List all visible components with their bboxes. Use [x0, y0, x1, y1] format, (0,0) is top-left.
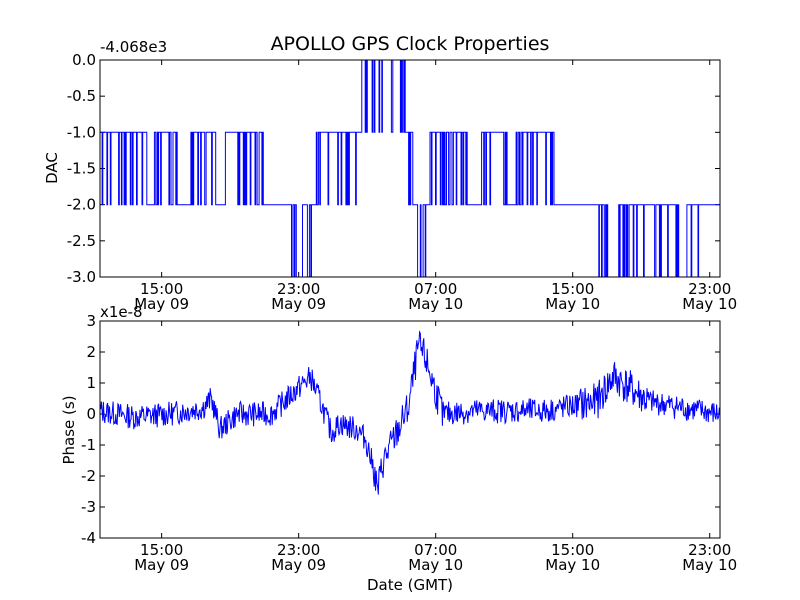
dac-xtick-time: 07:00	[414, 280, 457, 298]
phase-ytick-label: 2	[86, 343, 96, 361]
phase-xtick-date: May 10	[408, 556, 463, 574]
dac-xtick-date: May 09	[271, 295, 326, 313]
phase-ytick-label: -4	[81, 529, 96, 547]
dac-xtick-date: May 10	[408, 295, 463, 313]
dac-xtick-time: 15:00	[140, 280, 183, 298]
phase-xtick-time: 07:00	[414, 541, 457, 559]
phase-ytick-label: 3	[86, 312, 96, 330]
dac-ylabel: DAC	[43, 152, 61, 184]
phase-ytick-label: -1	[81, 436, 96, 454]
phase-xtick-time: 23:00	[688, 541, 731, 559]
phase-xtick-time: 15:00	[551, 541, 594, 559]
dac-panel: -4.068e3 DAC 0.0 -0.5 -1.0 -1.5 -2.0 -2.5 -3.0…	[43, 38, 737, 313]
phase-offset-label: x1e-8	[100, 303, 143, 321]
phase-xtick-date: May 09	[271, 556, 326, 574]
phase-panel: x1e-8 Phase (s) Date (GMT) 3 2 1 0 -1 -2 -3 -4 1…	[60, 303, 737, 594]
dac-xtick-date: May 10	[682, 295, 737, 313]
phase-xtick-time: 15:00	[140, 541, 183, 559]
phase-xtick-date: May 10	[545, 556, 600, 574]
phase-ytick-label: 0	[86, 405, 96, 423]
phase-xtick-time: 23:00	[277, 541, 320, 559]
phase-ytick-label: -2	[81, 467, 96, 485]
phase-ytick-label: 1	[86, 374, 96, 392]
phase-xtick-date: May 09	[134, 556, 189, 574]
dac-xtick-date: May 09	[134, 295, 189, 313]
phase-ylabel: Phase (s)	[60, 395, 78, 464]
dac-series-line	[100, 59, 720, 278]
phase-xlabel: Date (GMT)	[367, 576, 453, 594]
phase-plot-frame	[99, 320, 721, 539]
dac-xtick-time: 23:00	[277, 280, 320, 298]
dac-ytick-label: -1.5	[67, 160, 96, 178]
phase-ytick-label: -3	[81, 498, 96, 516]
phase-series-line	[99, 330, 721, 495]
dac-ytick-label: -2.5	[67, 232, 96, 250]
dac-xtick-time: 15:00	[551, 280, 594, 298]
dac-ytick-label: -0.5	[67, 87, 96, 105]
dac-ytick-label: 0.0	[72, 51, 96, 69]
dac-offset-label: -4.068e3	[100, 38, 167, 56]
dac-xtick-date: May 10	[545, 295, 600, 313]
phase-xtick-date: May 10	[682, 556, 737, 574]
dac-xtick-time: 23:00	[688, 280, 731, 298]
dac-ytick-label: -3.0	[67, 268, 96, 286]
dac-ytick-label: -2.0	[67, 196, 96, 214]
chart-title: APOLLO GPS Clock Properties	[271, 33, 550, 55]
dac-plot-frame	[99, 59, 721, 278]
dac-ytick-label: -1.0	[67, 123, 96, 141]
